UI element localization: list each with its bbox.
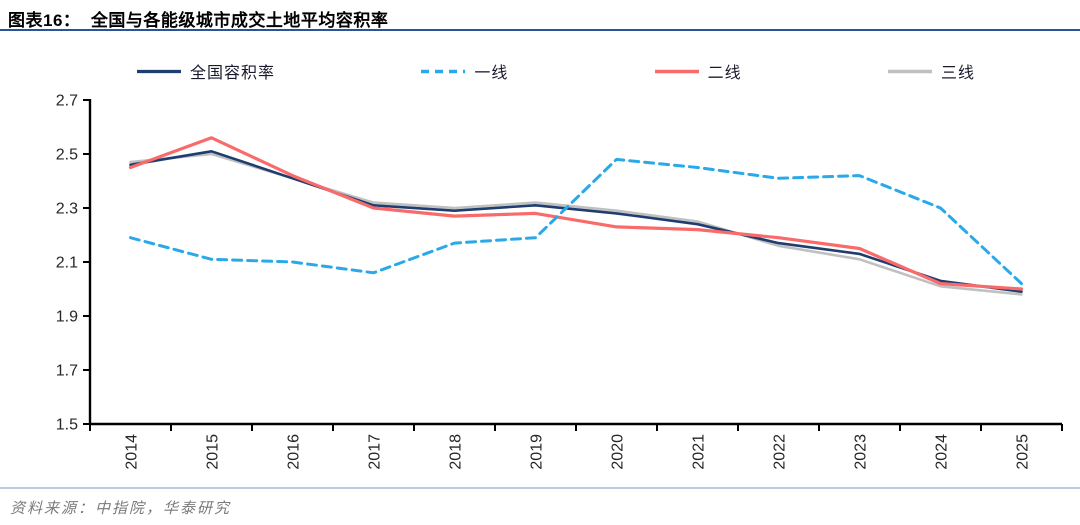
svg-text:2.5: 2.5	[56, 147, 78, 164]
page-title: 图表16： 全国与各能级城市成交土地平均容积率	[8, 11, 389, 30]
svg-text:2.1: 2.1	[56, 255, 78, 272]
legend-item-national: 全国容积率	[137, 59, 275, 83]
figure-footer: 资料来源：中指院，华泰研究	[0, 487, 1080, 525]
svg-text:1.9: 1.9	[56, 309, 78, 326]
legend-label-national: 全国容积率	[190, 65, 276, 82]
svg-text:2024: 2024	[934, 434, 951, 470]
svg-text:2015: 2015	[205, 434, 222, 470]
legend-label-tier2: 二线	[707, 65, 742, 82]
svg-text:2025: 2025	[1015, 434, 1032, 470]
line-chart: 1.5 1.7 1.9 2.1 2.3 2.5 2.7 2014 2015 2016 2017 201…	[56, 93, 1063, 470]
legend-line-tier2-icon	[654, 69, 699, 73]
svg-text:2017: 2017	[367, 434, 384, 470]
legend-item-tier1: 一线	[421, 59, 508, 83]
svg-text:2020: 2020	[610, 434, 627, 470]
legend-line-national-icon	[137, 69, 181, 73]
svg-text:2014: 2014	[124, 434, 141, 470]
legend-line-tier3-icon	[887, 69, 932, 73]
legend-item-tier3: 三线	[887, 59, 975, 83]
svg-text:2016: 2016	[286, 434, 303, 470]
svg-text:1.7: 1.7	[56, 363, 78, 380]
svg-text:2.7: 2.7	[56, 93, 78, 110]
svg-text:2.3: 2.3	[56, 201, 78, 218]
svg-text:2022: 2022	[772, 434, 789, 470]
svg-text:2021: 2021	[691, 434, 708, 470]
legend-line-tier1-icon	[421, 69, 466, 73]
svg-text:1.5: 1.5	[56, 417, 78, 434]
svg-text:2018: 2018	[448, 434, 465, 470]
legend-item-tier2: 二线	[654, 59, 742, 83]
source-note: 资料来源：中指院，华泰研究	[10, 499, 232, 517]
legend-label-tier3: 三线	[940, 65, 975, 82]
svg-text:2019: 2019	[529, 434, 546, 470]
chart-legend: 全国容积率 一线 二线 三线	[0, 58, 1080, 84]
figure-header: 图表16： 全国与各能级城市成交土地平均容积率	[0, 0, 1080, 31]
chart-area: 1.5 1.7 1.9 2.1 2.3 2.5 2.7 2014 2015 2016 2017 201…	[0, 92, 1080, 484]
svg-text:2023: 2023	[853, 434, 870, 470]
legend-label-tier1: 一线	[474, 65, 509, 82]
